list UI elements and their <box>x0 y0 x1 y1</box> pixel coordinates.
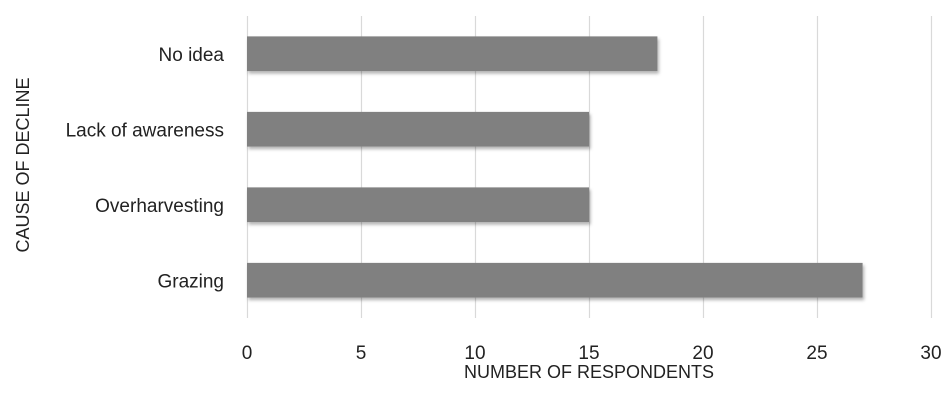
x-tick-label: 5 <box>356 343 367 364</box>
x-tick-labels: 0 5 10 15 20 25 30 <box>242 343 942 364</box>
category-labels: No idea Lack of awareness Overharvesting Gr… <box>66 45 225 293</box>
bar-grazing <box>247 262 863 298</box>
x-axis-title: NUMBER OF RESPONDENTS <box>464 362 714 382</box>
x-tick-label: 0 <box>242 343 253 364</box>
bar-no-idea <box>247 36 658 72</box>
x-tick-label: 15 <box>578 343 599 364</box>
x-tick-label: 30 <box>920 343 941 364</box>
x-tick-label: 25 <box>806 343 827 364</box>
bar-overharvesting <box>247 187 589 223</box>
bar-lack-of-awareness <box>247 111 589 147</box>
x-tick-label: 10 <box>464 343 485 364</box>
category-label: Grazing <box>157 271 224 292</box>
category-label: Lack of awareness <box>66 120 224 141</box>
x-tick-label: 20 <box>692 343 713 364</box>
bars <box>247 36 863 298</box>
category-label: Overharvesting <box>95 196 224 217</box>
category-label: No idea <box>159 45 225 66</box>
y-axis-title: CAUSE OF DECLINE <box>13 77 33 252</box>
